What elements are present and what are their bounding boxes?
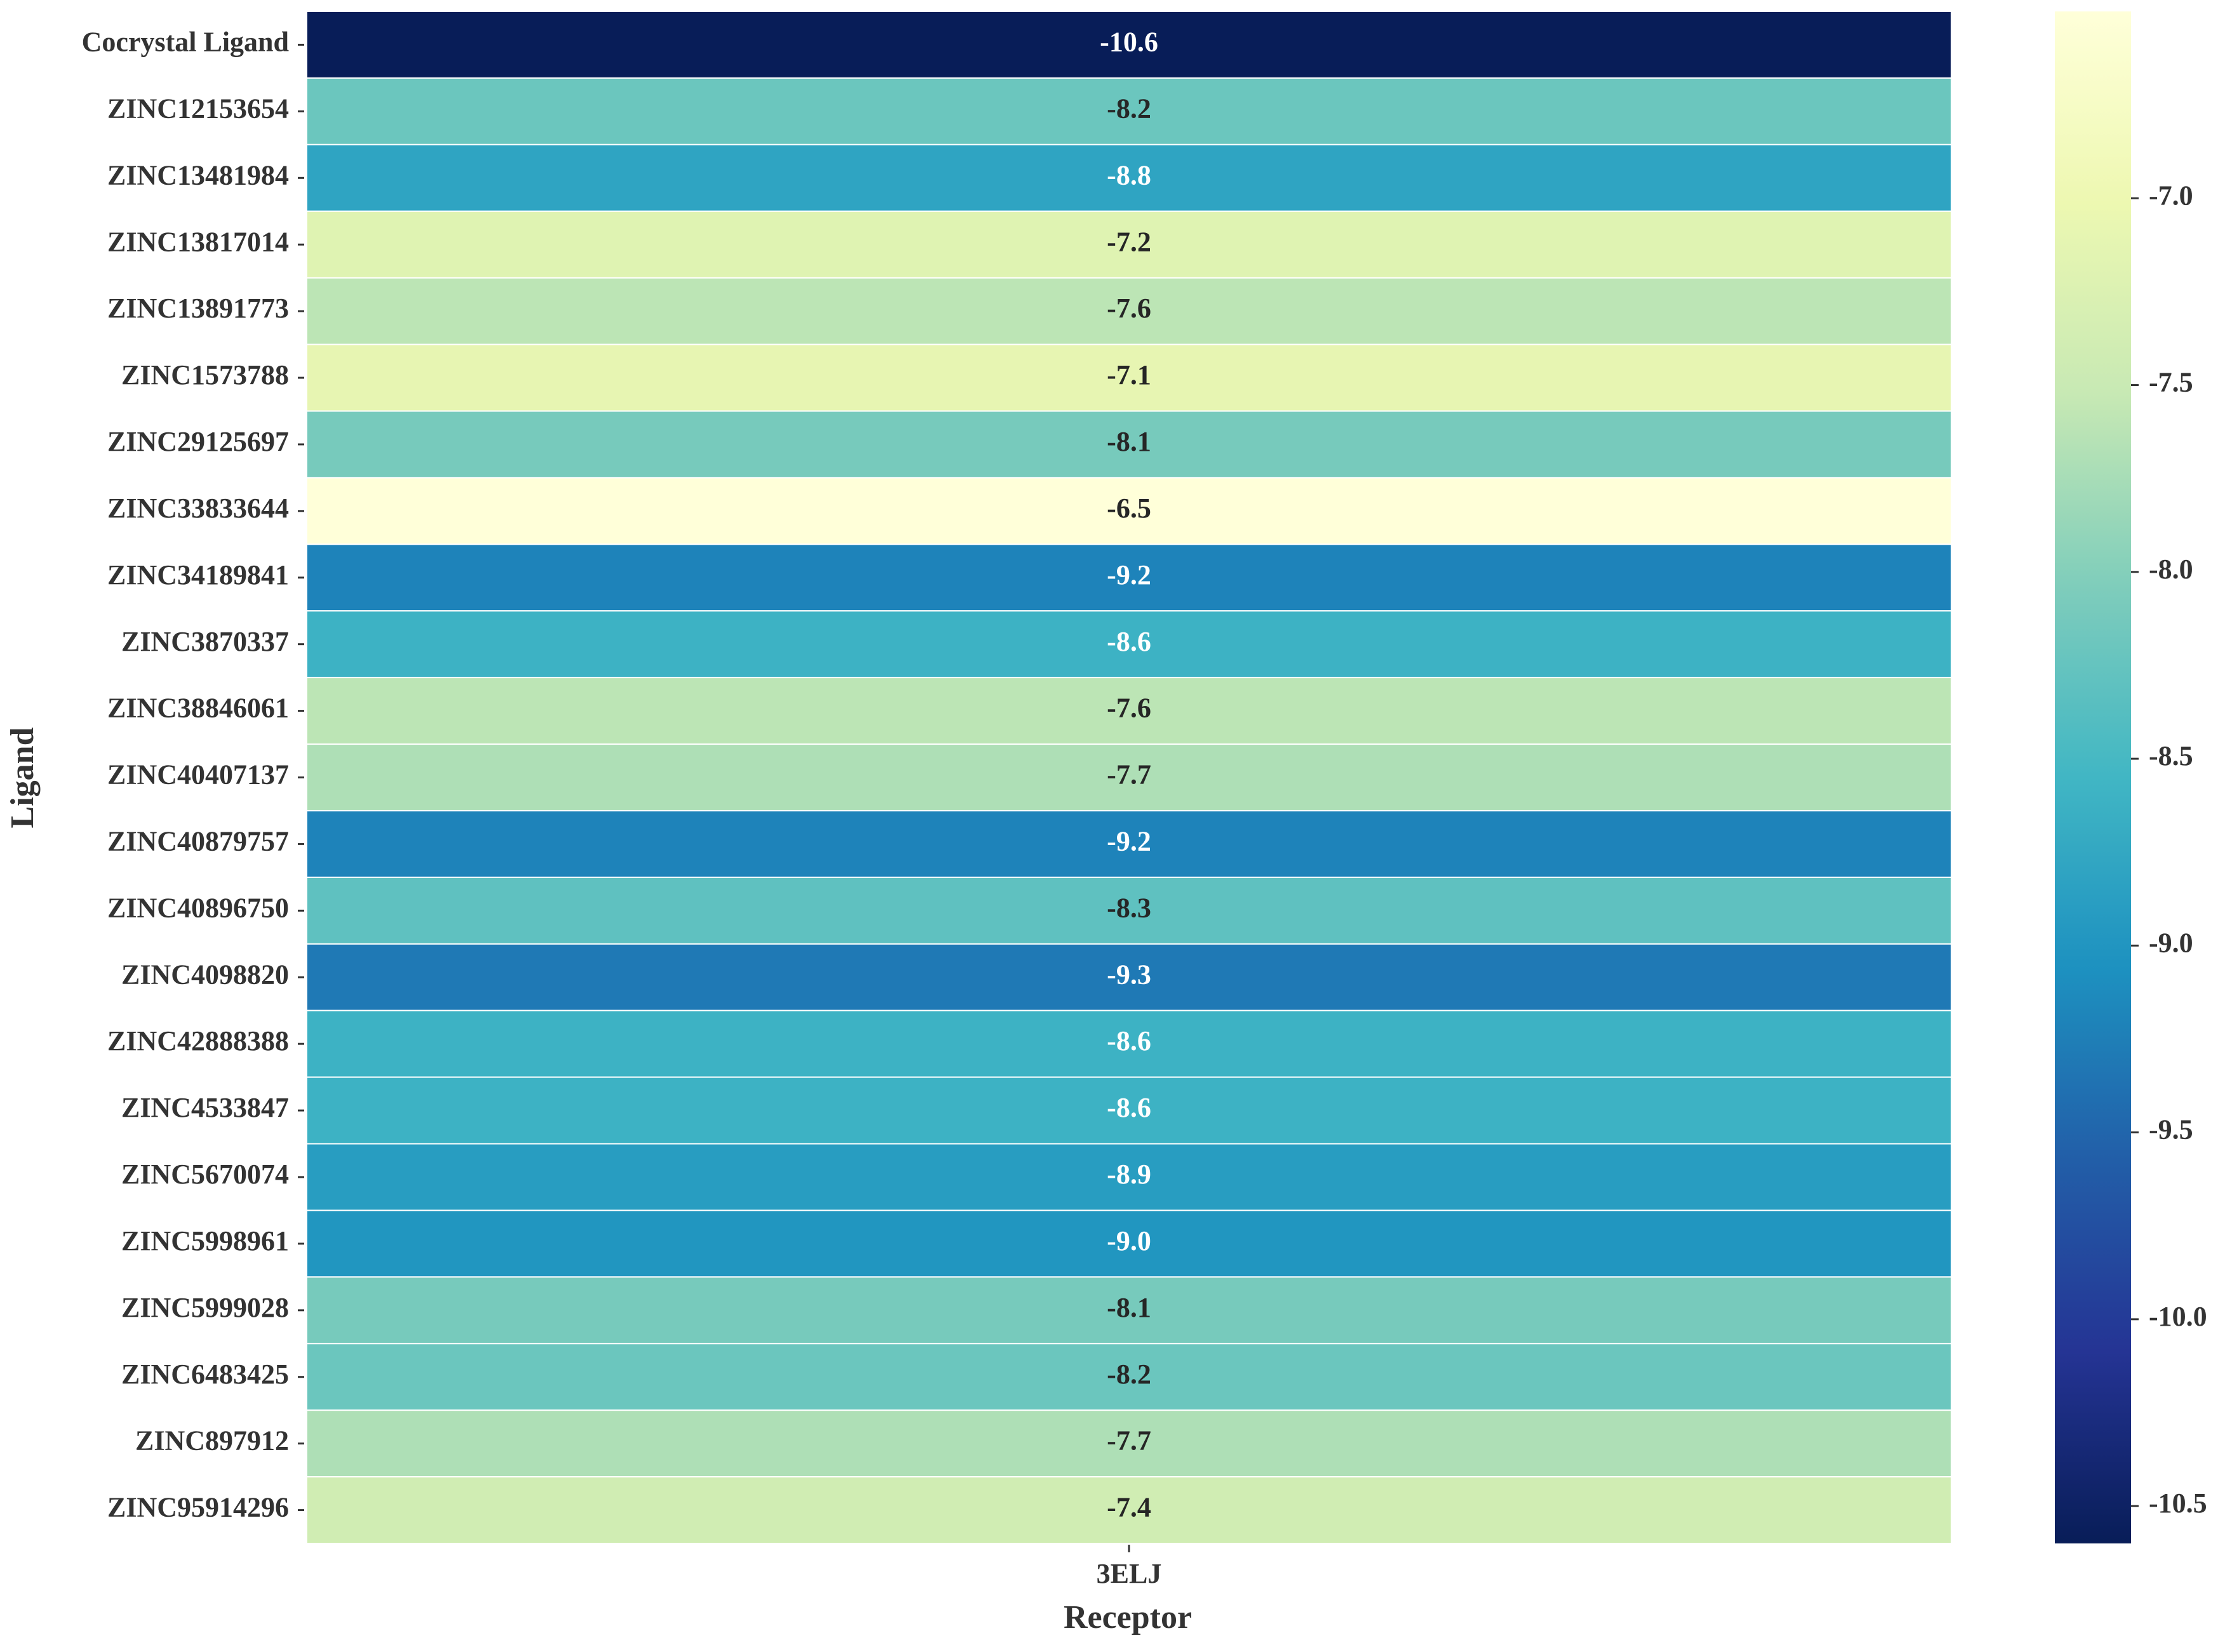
colorbar-tick-label: -9.0 — [2149, 927, 2193, 958]
cell-label: -9.3 — [1107, 959, 1151, 990]
cell-label: -7.7 — [1107, 759, 1151, 790]
y-tick-label: Cocrystal Ligand — [82, 27, 289, 58]
heatmap-cell — [306, 77, 1952, 145]
cell-label: -7.6 — [1107, 693, 1151, 724]
cell-label: -8.9 — [1107, 1159, 1151, 1190]
y-axis-label: Ligand — [4, 727, 41, 828]
colorbar-tick-label: -10.5 — [2149, 1488, 2207, 1519]
y-tick-label: ZINC6483425 — [121, 1359, 289, 1390]
heatmap-cell — [306, 1076, 1952, 1145]
colorbar-tick-label: -9.5 — [2149, 1114, 2193, 1145]
y-tick-label: ZINC42888388 — [107, 1025, 289, 1056]
cell-label: -9.2 — [1107, 559, 1151, 590]
cell-label: -8.3 — [1107, 892, 1151, 923]
heatmap-cell — [306, 1343, 1952, 1411]
cell-label: -8.6 — [1107, 1092, 1151, 1123]
cell-label: -7.7 — [1107, 1425, 1151, 1456]
heatmap-cell — [306, 943, 1952, 1011]
colorbar — [2055, 11, 2131, 1543]
colorbar-tick-label: -8.5 — [2149, 740, 2193, 771]
y-tick-label: ZINC4533847 — [121, 1092, 289, 1123]
cell-label: -7.6 — [1107, 293, 1151, 324]
heatmap-cell — [306, 677, 1952, 745]
heatmap-cell — [306, 1276, 1952, 1345]
cell-label: -8.6 — [1107, 626, 1151, 657]
cell-label: -8.2 — [1107, 1359, 1151, 1390]
colorbar-tick-label: -8.0 — [2149, 554, 2193, 585]
cell-label: -6.5 — [1107, 493, 1151, 524]
y-tick-label: ZINC13817014 — [107, 226, 289, 257]
y-tick-label: ZINC5670074 — [121, 1159, 289, 1190]
heatmap-cell — [306, 210, 1952, 279]
heatmap-cell — [306, 610, 1952, 679]
cell-label: -8.8 — [1107, 159, 1151, 190]
heatmap-cell — [306, 277, 1952, 345]
heatmap-cell — [306, 743, 1952, 811]
cell-label: -7.1 — [1107, 359, 1151, 390]
y-tick-label: ZINC33833644 — [107, 493, 289, 524]
heatmap-cell — [306, 1009, 1952, 1078]
cell-label: -10.6 — [1100, 27, 1158, 58]
heatmap-cell — [306, 343, 1952, 412]
heatmap-cell — [306, 11, 1952, 79]
y-tick-label: ZINC1573788 — [121, 359, 289, 390]
heatmap-cell — [306, 477, 1952, 545]
y-tick-label: ZINC34189841 — [107, 559, 289, 590]
colorbar-tick-label: -10.0 — [2149, 1301, 2207, 1332]
heatmap-cell — [306, 876, 1952, 945]
cell-label: -9.0 — [1107, 1225, 1151, 1256]
y-tick-label: ZINC4098820 — [121, 959, 289, 990]
y-tick-label: ZINC3870337 — [121, 626, 289, 657]
y-tick-label: ZINC29125697 — [107, 426, 289, 457]
heatmap-cell — [306, 1476, 1952, 1544]
y-tick-label: ZINC40879757 — [107, 826, 289, 857]
colorbar-tick-label: -7.0 — [2149, 180, 2193, 211]
y-tick-label: ZINC5999028 — [121, 1292, 289, 1323]
y-tick-label: ZINC897912 — [135, 1425, 289, 1456]
cell-label: -7.2 — [1107, 226, 1151, 257]
y-tick-label: ZINC40407137 — [107, 759, 289, 790]
cell-label: -7.4 — [1107, 1492, 1151, 1523]
cell-label: -8.1 — [1107, 1292, 1151, 1323]
heatmap-cell — [306, 143, 1952, 212]
heatmap-cell — [306, 1409, 1952, 1478]
heatmap-cell — [306, 1209, 1952, 1278]
y-tick-label: ZINC13891773 — [107, 293, 289, 324]
cell-label: -9.2 — [1107, 826, 1151, 857]
colorbar-tick-label: -7.5 — [2149, 367, 2193, 398]
heatmap-cell — [306, 410, 1952, 479]
y-tick-label: ZINC38846061 — [107, 693, 289, 724]
cell-label: -8.2 — [1107, 93, 1151, 124]
x-axis-label: Receptor — [1064, 1599, 1192, 1635]
y-tick-label: ZINC13481984 — [107, 159, 289, 190]
y-tick-label: ZINC5998961 — [121, 1225, 289, 1256]
cell-label: -8.6 — [1107, 1025, 1151, 1056]
y-tick-label: ZINC95914296 — [107, 1492, 289, 1523]
y-tick-label: ZINC12153654 — [107, 93, 289, 124]
cell-label: -8.1 — [1107, 426, 1151, 457]
y-tick-label: ZINC40896750 — [107, 892, 289, 923]
x-tick-label: 3ELJ — [1097, 1558, 1162, 1589]
